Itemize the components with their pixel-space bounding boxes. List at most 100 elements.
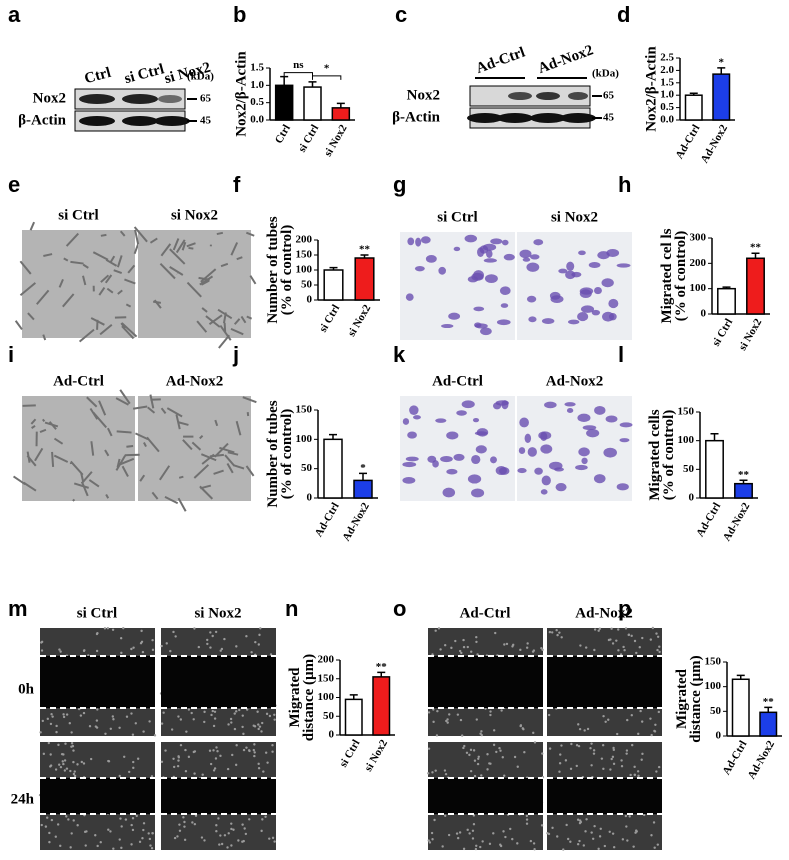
cell <box>181 241 187 251</box>
comparison-label: * <box>324 62 330 74</box>
cell <box>80 760 84 764</box>
cell <box>462 645 466 649</box>
cell <box>82 275 87 286</box>
cell <box>193 627 196 630</box>
protein-label: Nox2 <box>33 90 66 106</box>
cell <box>95 719 99 722</box>
cell <box>242 748 246 752</box>
cell <box>409 405 419 415</box>
cell <box>178 475 184 479</box>
cell <box>146 436 160 453</box>
cell <box>224 454 236 467</box>
cell <box>260 730 263 733</box>
cell <box>62 293 75 308</box>
cell <box>498 746 501 750</box>
cell <box>241 714 244 717</box>
cell <box>83 649 86 652</box>
cell <box>217 817 220 820</box>
cell <box>150 775 154 778</box>
cell <box>112 718 115 721</box>
cell <box>166 407 183 418</box>
cell <box>567 319 580 325</box>
cell <box>208 749 212 752</box>
cell <box>253 751 256 754</box>
error-bar <box>359 472 367 481</box>
cell <box>19 282 37 296</box>
cell <box>60 752 64 756</box>
cell <box>183 838 187 842</box>
bar <box>734 482 753 499</box>
cell <box>113 269 123 274</box>
kda-marker: 65 <box>200 93 212 105</box>
wound-gap <box>40 778 155 814</box>
cell <box>117 289 123 295</box>
cell <box>62 715 66 719</box>
cell <box>19 260 32 275</box>
significance-label: ** <box>763 696 775 708</box>
cell <box>212 769 216 772</box>
cell <box>46 717 50 721</box>
cell <box>209 631 212 634</box>
cell <box>140 629 143 633</box>
cell <box>40 823 43 827</box>
cell <box>121 465 129 477</box>
cell <box>533 848 536 851</box>
y-tick-label: 150 <box>296 249 313 261</box>
cell <box>63 759 67 762</box>
cell <box>51 451 55 468</box>
cell <box>191 821 194 824</box>
cell <box>499 749 502 752</box>
y-tick-label: 1.5 <box>250 62 264 74</box>
blot-band <box>154 116 190 126</box>
cell <box>458 649 462 653</box>
cell <box>517 468 527 474</box>
cell <box>173 836 177 840</box>
cell <box>49 765 52 768</box>
cell <box>594 405 606 415</box>
y-tick-label: 200 <box>296 234 313 246</box>
cell <box>575 744 579 747</box>
cell <box>620 764 624 768</box>
cell <box>578 727 582 731</box>
cell <box>104 274 113 284</box>
panel-letter: p <box>618 596 631 621</box>
cell <box>620 759 623 762</box>
cell <box>402 477 416 484</box>
cell <box>151 638 154 642</box>
cell <box>216 231 224 236</box>
cell <box>71 744 75 748</box>
cell <box>227 451 239 456</box>
cell <box>177 755 180 758</box>
cell <box>639 709 642 713</box>
cell <box>560 636 563 639</box>
cell <box>598 627 602 630</box>
cell <box>564 759 568 762</box>
y-tick-label: 2.5 <box>660 52 674 64</box>
blot-band <box>158 95 182 103</box>
cell <box>273 713 276 716</box>
cell <box>581 457 588 465</box>
error-bar <box>336 102 345 108</box>
error-bar <box>736 674 745 680</box>
protein-label: Nox2 <box>407 87 440 103</box>
kda-marker: 45 <box>200 115 212 127</box>
wound-gap <box>428 778 543 814</box>
cell <box>203 720 206 724</box>
cell <box>124 278 136 285</box>
y-tick-label: 200 <box>690 257 707 269</box>
cell <box>64 742 67 745</box>
cell <box>220 647 224 651</box>
cell <box>264 815 267 819</box>
error-bar <box>739 479 748 484</box>
cell <box>462 746 465 750</box>
cell <box>254 640 257 644</box>
cell <box>132 405 148 410</box>
cell <box>118 838 121 841</box>
cell <box>233 727 237 731</box>
cell <box>82 263 89 269</box>
cell <box>141 836 144 840</box>
y-tick-label: 1.5 <box>660 76 674 88</box>
cell <box>135 432 149 441</box>
cell <box>402 461 417 468</box>
cell <box>245 465 255 477</box>
